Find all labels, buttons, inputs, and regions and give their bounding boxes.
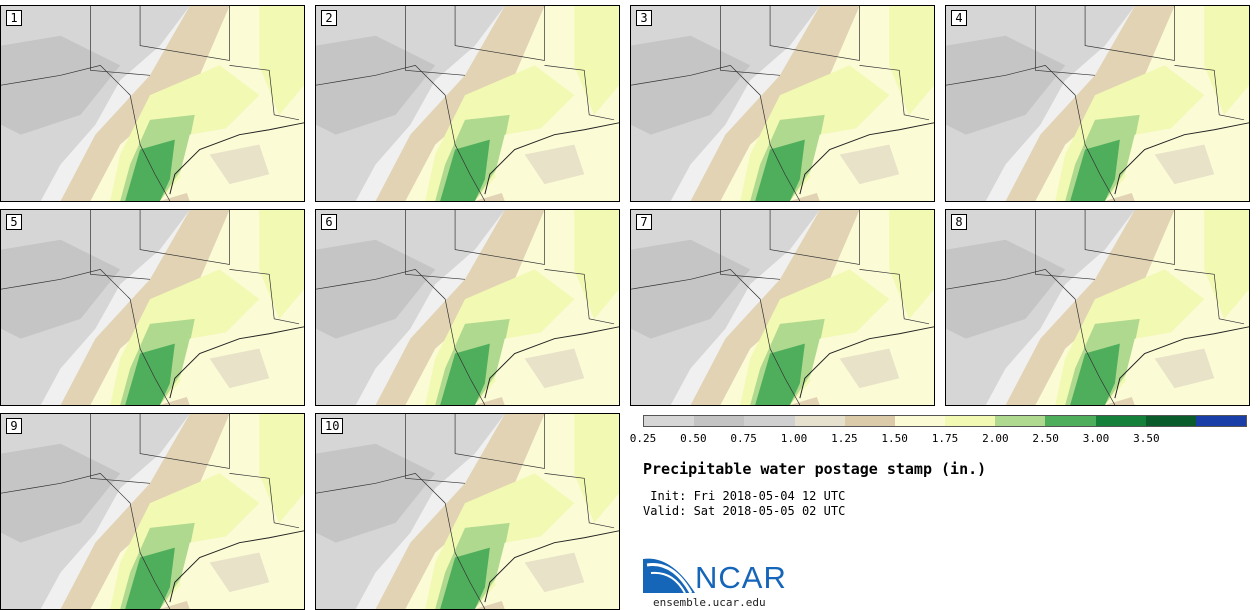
map-panel: 9 xyxy=(0,413,305,610)
colorbar-tick-label: 1.50 xyxy=(881,432,908,445)
colorbar-segment xyxy=(1145,416,1196,426)
colorbar-tick-label: 0.25 xyxy=(629,432,657,445)
panel-number: 9 xyxy=(6,418,22,434)
ncar-logo-icon xyxy=(643,558,695,594)
pw-map xyxy=(316,6,619,201)
map-panel: 3 xyxy=(630,5,935,202)
colorbar-segment xyxy=(744,416,795,426)
ncar-logo-text: NCAR xyxy=(695,560,787,595)
panel-number: 6 xyxy=(321,214,337,230)
pw-map xyxy=(316,414,619,609)
chart-title: Precipitable water postage stamp (in.) xyxy=(643,460,987,478)
colorbar-tick-label: 1.25 xyxy=(831,432,858,445)
pw-map xyxy=(631,210,934,405)
colorbar-tick-label: 2.00 xyxy=(982,432,1009,445)
pw-map xyxy=(316,210,619,405)
map-panel: 5 xyxy=(0,209,305,406)
site-url: ensemble.ucar.edu xyxy=(653,596,766,609)
colorbar-segment xyxy=(1095,416,1146,426)
map-panel: 6 xyxy=(315,209,620,406)
init-time: Init: Fri 2018-05-04 12 UTC xyxy=(643,489,846,503)
valid-time: Valid: Sat 2018-05-05 02 UTC xyxy=(643,504,846,518)
panel-number: 10 xyxy=(321,418,344,434)
pw-map xyxy=(1,210,304,405)
colorbar-segment xyxy=(694,416,745,426)
panel-number: 5 xyxy=(6,214,22,230)
panel-number: 4 xyxy=(951,10,967,26)
pw-map xyxy=(946,210,1249,405)
colorbar-tick-label: 1.00 xyxy=(780,432,808,445)
map-panel: 1 xyxy=(0,5,305,202)
colorbar xyxy=(643,415,1247,427)
colorbar-segment xyxy=(644,416,695,426)
colorbar-tick-label: 0.50 xyxy=(680,432,707,445)
colorbar-segment xyxy=(794,416,845,426)
colorbar-segment xyxy=(945,416,996,426)
pw-map xyxy=(1,414,304,609)
panel-number: 8 xyxy=(951,214,967,230)
map-panel: 2 xyxy=(315,5,620,202)
panel-number: 1 xyxy=(6,10,22,26)
colorbar-segment xyxy=(894,416,946,426)
map-panel: 4 xyxy=(945,5,1250,202)
colorbar-segment xyxy=(844,416,895,426)
pw-map xyxy=(946,6,1249,201)
colorbar-segment xyxy=(1045,416,1096,426)
colorbar-tick-label: 0.75 xyxy=(730,432,757,445)
colorbar-tick-label: 1.75 xyxy=(931,432,959,445)
map-panel: 10 xyxy=(315,413,620,610)
colorbar-tick-label: 2.50 xyxy=(1032,432,1059,445)
colorbar-segment xyxy=(1195,416,1247,426)
colorbar-tick-label: 3.00 xyxy=(1082,432,1110,445)
colorbar-ticks: 0.25 0.50 0.75 1.00 1.25 1.50 1.75 2.00 2.50 3.00… xyxy=(620,432,1260,446)
map-panel: 8 xyxy=(945,209,1250,406)
panel-number: 2 xyxy=(321,10,337,26)
panel-number: 3 xyxy=(636,10,652,26)
colorbar-segment xyxy=(995,416,1046,426)
pw-map xyxy=(1,6,304,201)
colorbar-tick-label: 3.50 xyxy=(1133,432,1160,445)
panel-number: 7 xyxy=(636,214,652,230)
map-panel: 7 xyxy=(630,209,935,406)
pw-map xyxy=(631,6,934,201)
